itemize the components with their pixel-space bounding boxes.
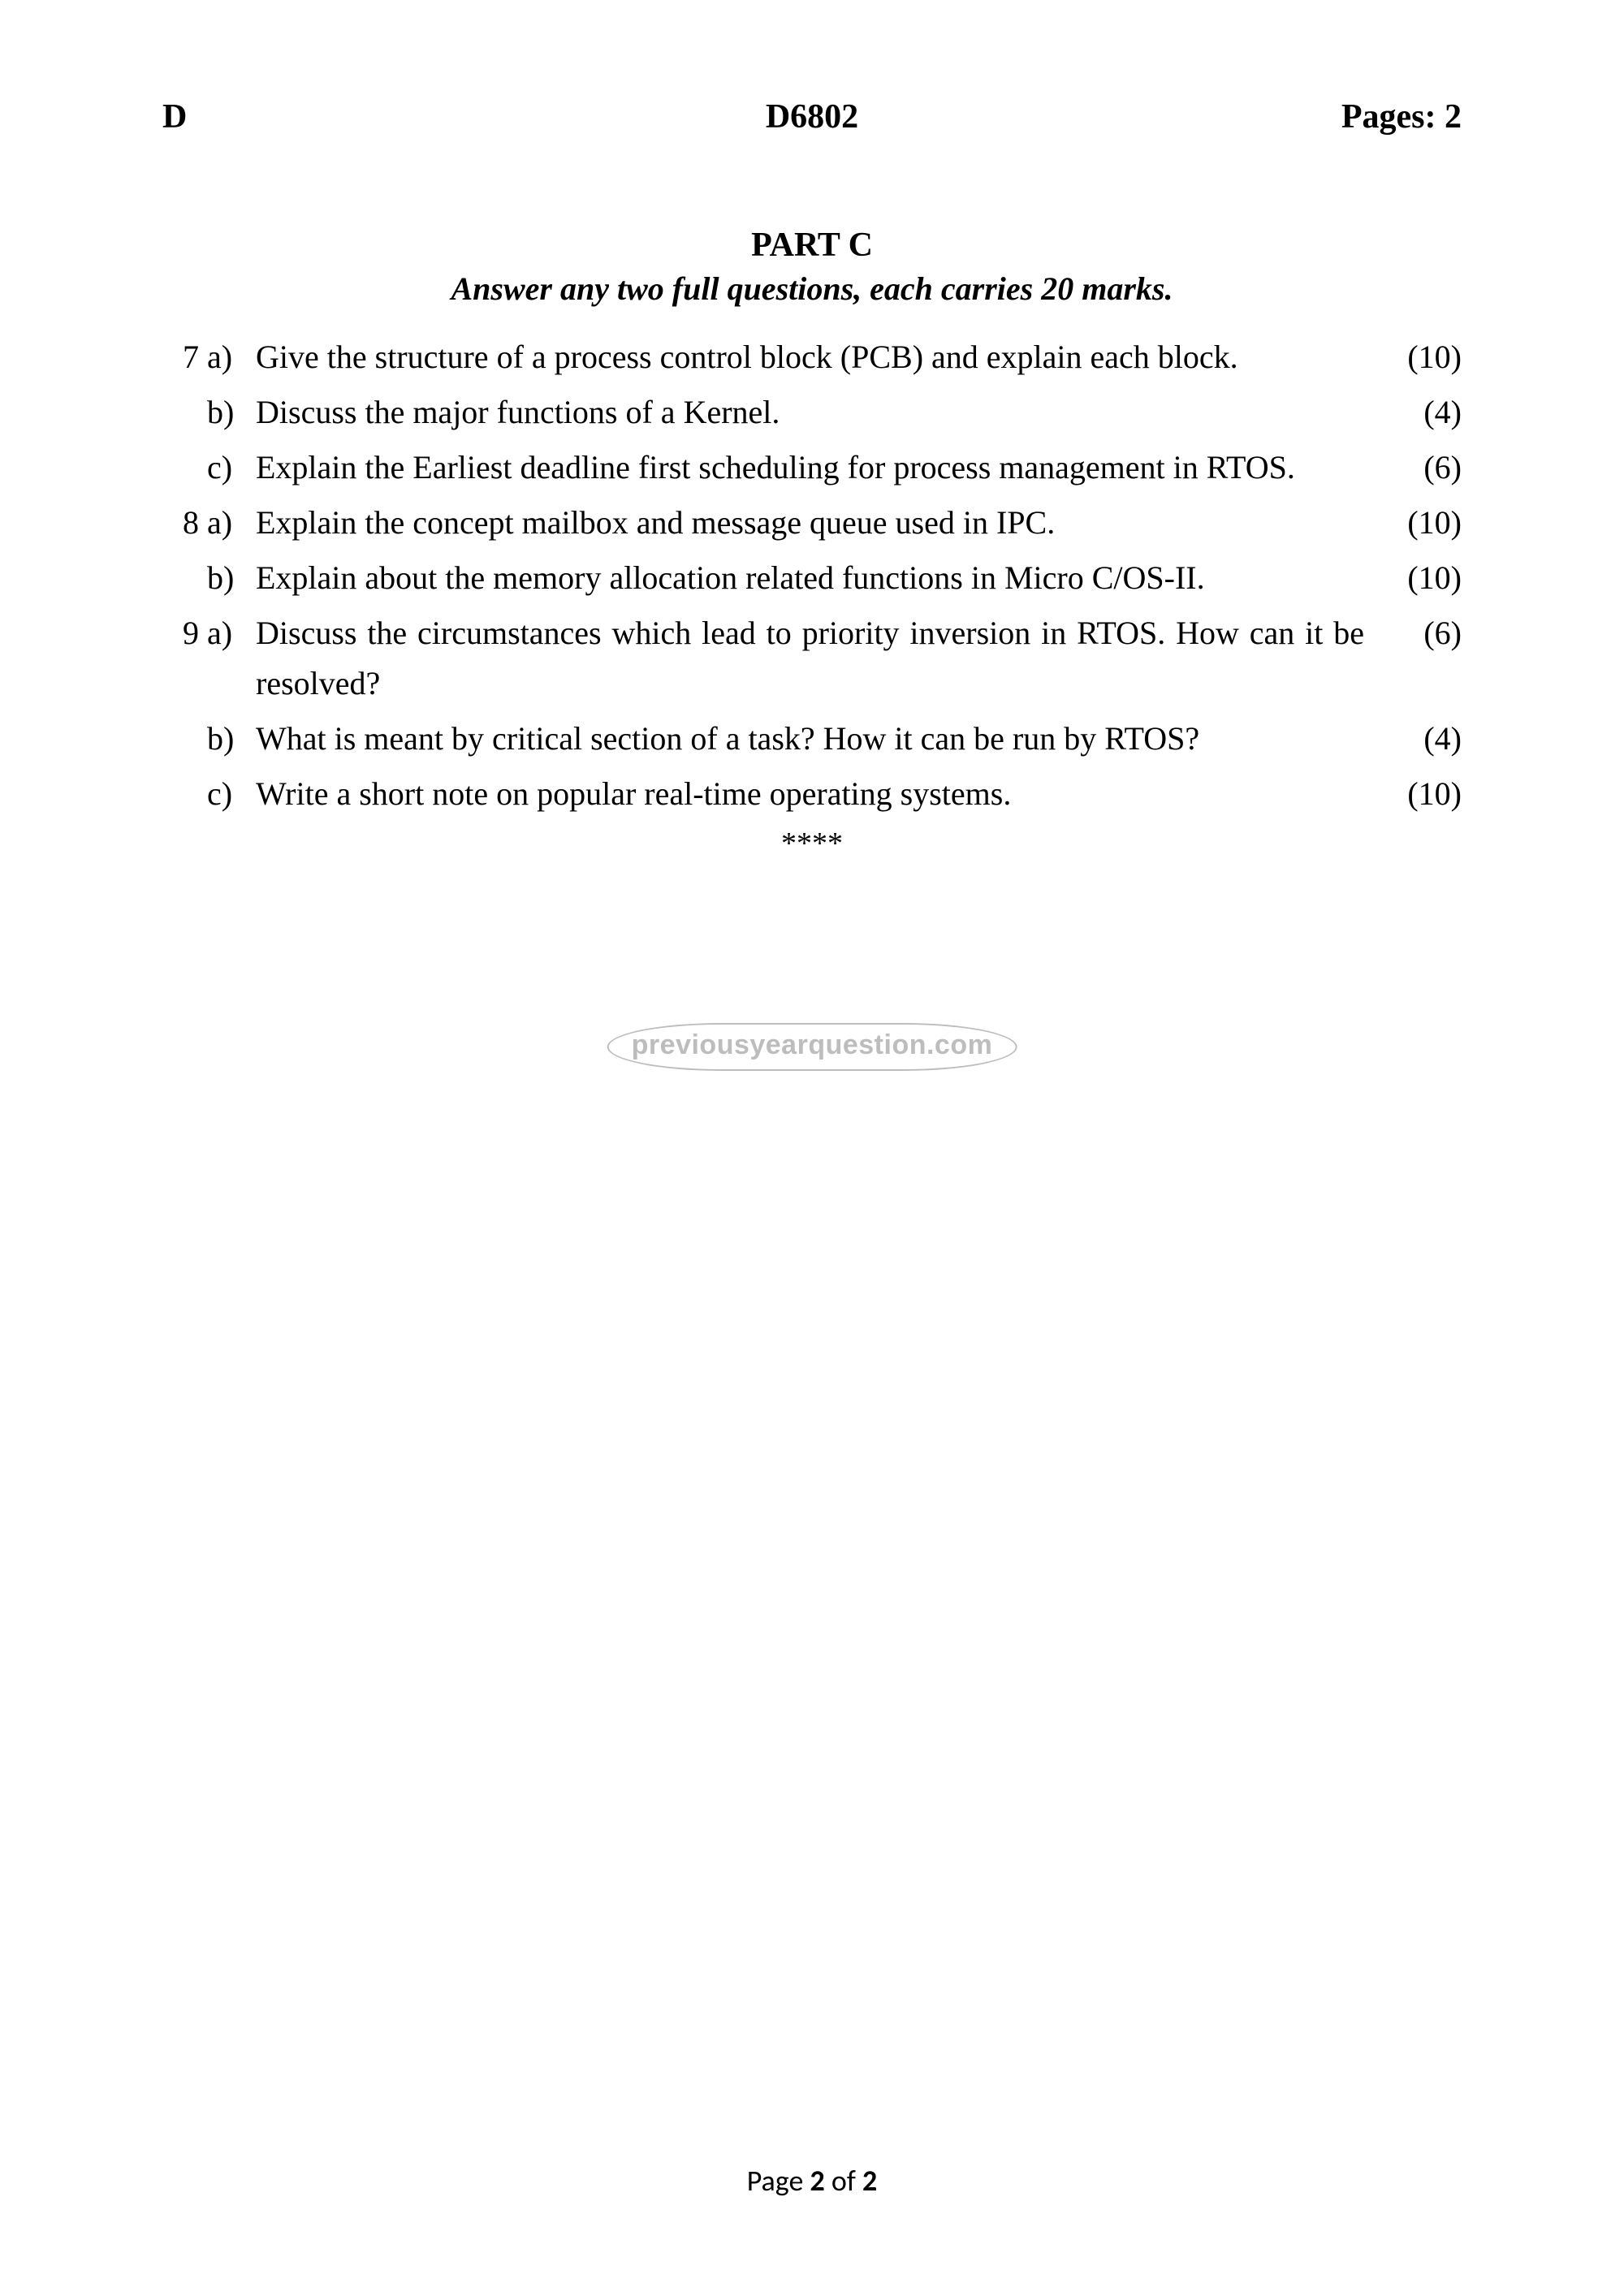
- question-marks: (10): [1389, 553, 1462, 603]
- page-header: D D6802 Pages: 2: [162, 97, 1462, 136]
- question-row: c) Explain the Earliest deadline first s…: [162, 442, 1462, 493]
- footer-prefix: Page: [747, 2163, 810, 2199]
- question-subpart: b): [207, 714, 256, 764]
- question-text: Explain about the memory allocation rela…: [256, 553, 1389, 603]
- question-row: 8 a) Explain the concept mailbox and mes…: [162, 498, 1462, 548]
- question-marks: (10): [1389, 769, 1462, 819]
- footer-total-pages: 2: [862, 2163, 877, 2199]
- part-subtitle: Answer any two full questions, each carr…: [162, 270, 1462, 308]
- watermark-badge: previousyearquestion.com: [607, 1023, 1017, 1071]
- question-subpart: b): [207, 387, 256, 438]
- question-subpart: b): [207, 553, 256, 603]
- question-row: 7 a) Give the structure of a process con…: [162, 332, 1462, 382]
- question-row: b) Explain about the memory allocation r…: [162, 553, 1462, 603]
- question-text: Give the structure of a process control …: [256, 332, 1389, 382]
- question-subpart: a): [207, 332, 256, 382]
- question-marks: (6): [1389, 608, 1462, 658]
- question-text: Discuss the major functions of a Kernel.: [256, 387, 1389, 438]
- question-row: b) What is meant by critical section of …: [162, 714, 1462, 764]
- question-number: 7: [162, 332, 207, 382]
- question-subpart: c): [207, 769, 256, 819]
- question-row: c) Write a short note on popular real-ti…: [162, 769, 1462, 819]
- question-marks: (6): [1389, 442, 1462, 493]
- question-number: 8: [162, 498, 207, 548]
- question-text: Write a short note on popular real-time …: [256, 769, 1389, 819]
- question-row: 9 a) Discuss the circumstances which lea…: [162, 608, 1462, 709]
- header-left: D: [162, 97, 595, 136]
- end-mark: ****: [162, 826, 1462, 861]
- question-text: Explain the concept mailbox and message …: [256, 498, 1389, 548]
- page-footer: Page 2 of 2: [0, 2163, 1624, 2199]
- question-marks: (10): [1389, 332, 1462, 382]
- question-list: 7 a) Give the structure of a process con…: [162, 332, 1462, 819]
- question-text: Discuss the circumstances which lead to …: [256, 608, 1389, 709]
- question-marks: (4): [1389, 714, 1462, 764]
- page: D D6802 Pages: 2 PART C Answer any two f…: [0, 0, 1624, 2296]
- question-number: 9: [162, 608, 207, 658]
- question-subpart: a): [207, 498, 256, 548]
- question-text: What is meant by critical section of a t…: [256, 714, 1389, 764]
- part-title: PART C: [162, 226, 1462, 265]
- header-right: Pages: 2: [1029, 97, 1462, 136]
- footer-current-page: 2: [810, 2163, 825, 2199]
- footer-separator: of: [825, 2163, 862, 2199]
- question-marks: (4): [1389, 387, 1462, 438]
- question-marks: (10): [1389, 498, 1462, 548]
- question-subpart: a): [207, 608, 256, 658]
- question-row: b) Discuss the major functions of a Kern…: [162, 387, 1462, 438]
- question-subpart: c): [207, 442, 256, 493]
- question-text: Explain the Earliest deadline first sche…: [256, 442, 1389, 493]
- header-center: D6802: [595, 97, 1028, 136]
